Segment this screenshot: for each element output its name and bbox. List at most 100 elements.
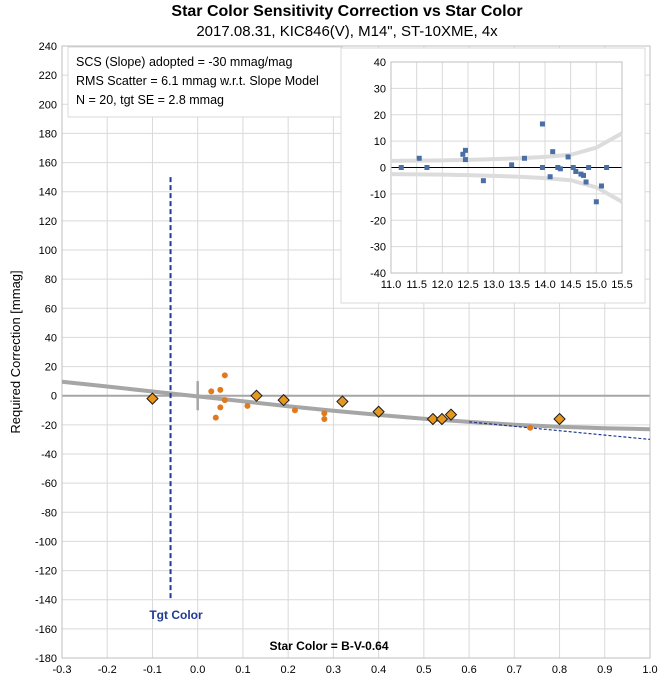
x-tick-label: 0.5 <box>416 664 431 676</box>
main-series <box>61 177 651 600</box>
annotation-box: SCS (Slope) adopted = -30 mmag/mag RMS S… <box>67 46 343 118</box>
x-tick-label: 11.0 <box>381 279 402 291</box>
x-tick-label: 14.0 <box>534 279 555 291</box>
data-point-square <box>581 172 586 178</box>
data-point-square <box>398 165 404 170</box>
data-point-square <box>598 183 604 189</box>
y-tick-label: 120 <box>39 216 57 228</box>
data-point-square <box>578 171 584 177</box>
data-point-diamond <box>553 412 566 426</box>
y-tick-label: -120 <box>35 566 57 578</box>
data-point-square <box>586 165 592 170</box>
model-curve <box>390 131 623 163</box>
data-point-square <box>460 151 466 157</box>
y-tick-label: 20 <box>45 362 57 374</box>
chart-subtitle: 2017.08.31, KIC846(V), M14", ST-10XME, 4… <box>196 23 498 40</box>
inset-chart: 11.0 11.5 12.0 12.5 13.0 13.5 14.0 14.5 15.0 15.5… <box>340 47 646 304</box>
data-point-diamond <box>444 408 458 421</box>
y-tick-label: 240 <box>39 41 57 53</box>
model-curve <box>390 172 623 204</box>
annotation-line-count: N = 20, tgt SE = 2.8 mmag <box>76 93 224 107</box>
data-point-dot <box>291 407 298 414</box>
x-tick-label: 0.1 <box>235 664 250 676</box>
x-tick-label: 15.5 <box>611 279 632 291</box>
inset-plot-frame <box>390 61 623 274</box>
data-point-diamond <box>250 389 263 402</box>
inset-tick-labels: 11.0 11.5 12.0 12.5 13.0 13.5 14.0 14.5 15.0 15.5… <box>370 57 633 291</box>
data-point-square <box>462 147 468 153</box>
y-tick-label: 40 <box>45 332 57 344</box>
data-point-dot <box>221 397 228 404</box>
y-tick-label: -20 <box>370 215 386 227</box>
data-point-square <box>521 155 527 161</box>
data-point-square <box>604 165 610 170</box>
data-point-diamond <box>277 393 290 407</box>
data-point-diamond <box>372 405 385 418</box>
y-tick-label: -100 <box>35 536 57 548</box>
x-tick-label: 12.5 <box>457 279 478 291</box>
x-tick-label: 12.0 <box>432 279 453 291</box>
data-point-square <box>416 155 422 161</box>
data-point-square <box>509 162 515 168</box>
y-tick-label: -140 <box>35 595 57 607</box>
target-color-label: Tgt Color <box>149 608 203 622</box>
annotation-line-rms: RMS Scatter = 6.1 mmag w.r.t. Slope Mode… <box>76 74 319 88</box>
data-point-square <box>550 149 556 155</box>
x-tick-label: 15.0 <box>586 279 607 291</box>
y-tick-label: -60 <box>41 478 57 490</box>
x-tick-label: 0.6 <box>461 664 476 676</box>
main-tick-labels: -0.3 -0.2 -0.1 0.0 0.1 0.2 0.3 0.4 0.5 0.6 0.7 0.8 0… <box>35 41 658 676</box>
y-axis-label: Required Correction [mmag] <box>8 270 23 433</box>
data-point-diamond <box>435 412 449 426</box>
data-point-square <box>462 157 468 163</box>
data-point-dot <box>527 424 534 431</box>
y-tick-label: -80 <box>41 507 57 519</box>
y-tick-label: -40 <box>370 268 386 280</box>
data-point-dot <box>208 388 215 395</box>
data-point-square <box>583 179 589 185</box>
y-tick-label: -40 <box>41 449 57 461</box>
data-point-square <box>547 174 553 180</box>
model-curve <box>61 379 651 432</box>
x-axis-label: Star Color = B-V-0.64 <box>269 639 388 653</box>
y-tick-label: 80 <box>45 274 57 286</box>
y-tick-label: -180 <box>35 653 57 665</box>
y-tick-label: 20 <box>374 110 386 122</box>
x-tick-label: 13.0 <box>483 279 504 291</box>
data-point-dot <box>212 414 219 421</box>
y-tick-label: 30 <box>374 83 386 95</box>
main-plot-frame <box>61 45 651 659</box>
annotation-box-frame <box>67 46 343 118</box>
x-tick-label: 14.5 <box>560 279 581 291</box>
data-point-square <box>539 121 545 127</box>
x-tick-label: -0.3 <box>53 664 72 676</box>
data-point-dot <box>217 386 224 393</box>
x-tick-label: 0.8 <box>552 664 567 676</box>
x-tick-label: 0.3 <box>326 664 341 676</box>
y-tick-label: 220 <box>39 70 57 82</box>
y-tick-label: 180 <box>39 128 57 140</box>
data-point-diamond <box>146 392 159 405</box>
data-point-dot <box>321 416 328 423</box>
y-tick-label: -20 <box>41 420 57 432</box>
y-tick-label: 200 <box>39 99 57 111</box>
x-tick-label: -0.1 <box>143 664 162 676</box>
y-tick-label: 140 <box>39 187 57 199</box>
data-point-square <box>480 178 486 184</box>
x-tick-label: 0.0 <box>190 664 205 676</box>
x-tick-label: 11.5 <box>406 279 427 291</box>
y-tick-label: 10 <box>374 136 386 148</box>
inset-series <box>390 121 623 205</box>
y-tick-label: 160 <box>39 158 57 170</box>
y-tick-label: -10 <box>370 189 386 201</box>
data-point-dot <box>221 372 228 379</box>
x-tick-label: -0.2 <box>98 664 117 676</box>
data-point-diamond <box>336 395 349 408</box>
data-point-square <box>555 165 561 170</box>
x-tick-label: 0.9 <box>597 664 612 676</box>
x-tick-label: 0.4 <box>371 664 386 676</box>
x-tick-label: 0.7 <box>507 664 522 676</box>
x-tick-label: 13.5 <box>509 279 530 291</box>
y-tick-label: 100 <box>39 245 57 257</box>
annotation-line-slope: SCS (Slope) adopted = -30 mmag/mag <box>76 55 292 69</box>
